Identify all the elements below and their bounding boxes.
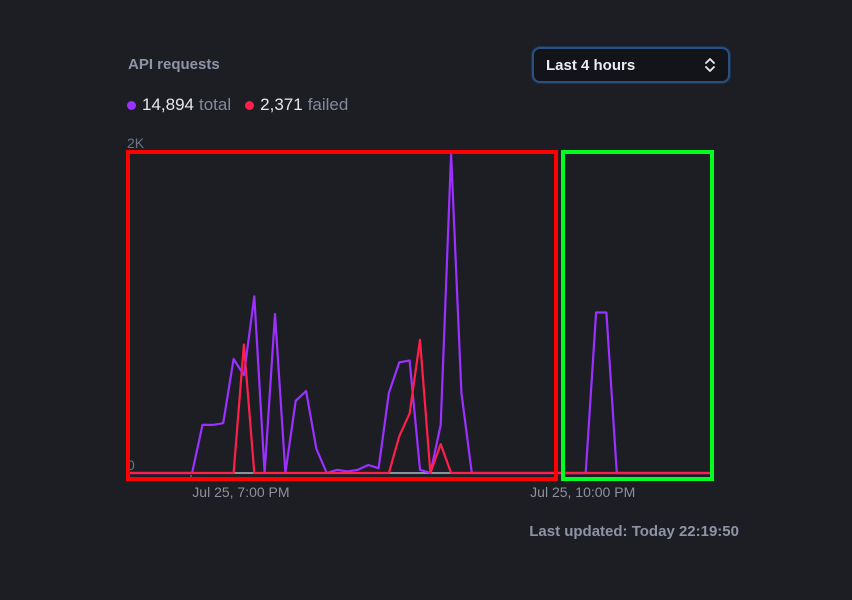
legend-total-label: total: [199, 95, 232, 114]
highlight-box-red: [126, 150, 558, 481]
last-updated-text: Last updated: Today 22:19:50: [529, 523, 739, 540]
legend-dot-total: [127, 100, 136, 110]
time-range-selected: Last 4 hours: [546, 56, 636, 74]
y-tick-label-0: 0: [127, 457, 135, 473]
y-tick-label-2k: 2K: [127, 135, 145, 151]
x-tick-label-1: Jul 25, 10:00 PM: [530, 484, 635, 500]
x-tick-label-0: Jul 25, 7:00 PM: [192, 484, 289, 500]
chart-legend: 14,894 total 2,371 failed: [127, 95, 362, 115]
legend-dot-failed: [245, 100, 255, 110]
series-line-failed: [130, 338, 710, 475]
chevron-up-down-icon: [705, 58, 715, 72]
legend-failed-label: failed: [307, 95, 349, 114]
legend-failed-value: 2,371: [260, 95, 303, 114]
series-line-total: [130, 152, 710, 475]
highlight-box-green: [561, 150, 714, 481]
time-range-select[interactable]: Last 4 hours: [532, 47, 730, 83]
chart-title: API requests: [128, 56, 220, 73]
legend-total-value: 14,894: [142, 95, 194, 114]
